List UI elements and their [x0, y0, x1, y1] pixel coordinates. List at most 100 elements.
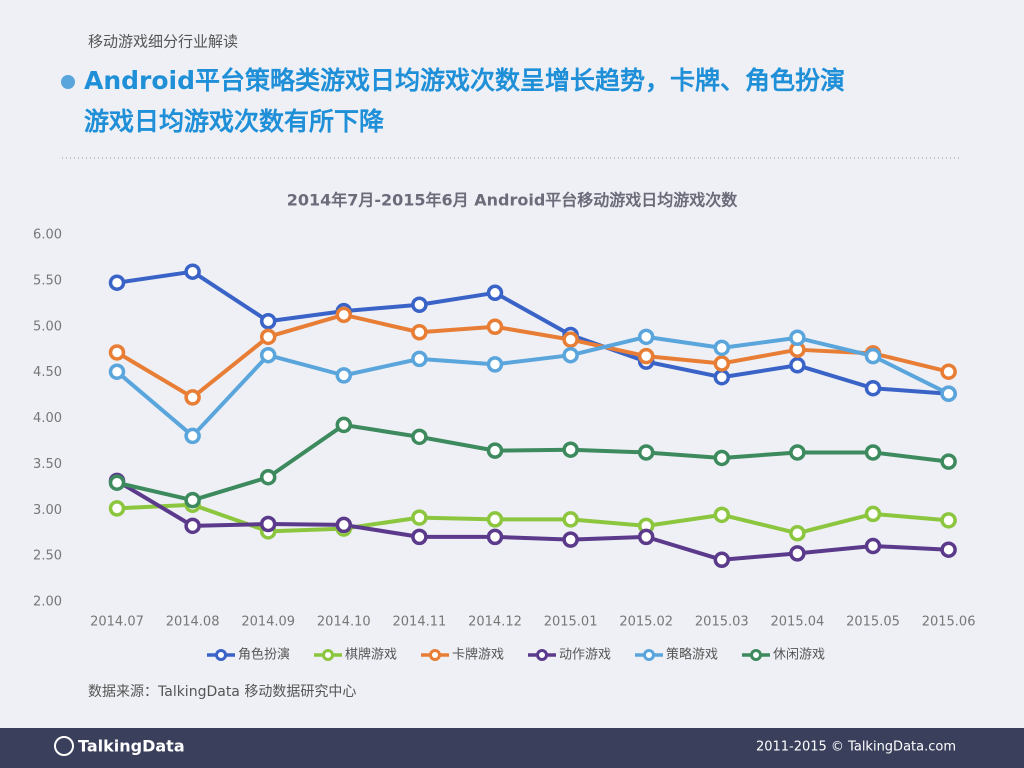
x-tick-label: 2014.11 [393, 615, 447, 630]
y-tick-label: 2.00 [33, 595, 62, 610]
data-point [562, 346, 579, 364]
data-point [562, 531, 579, 548]
data-point [411, 350, 428, 368]
x-tick-label: 2015.01 [544, 615, 598, 630]
y-tick-label: 3.50 [33, 457, 62, 472]
slide-title: 游戏日均游戏次数有所下降 [84, 107, 385, 136]
footer-copyright: 2011-2015 © TalkingData.com [756, 740, 956, 755]
legend-marker [643, 649, 655, 661]
data-point [713, 449, 731, 467]
section-label: 移动游戏细分行业解读 [88, 33, 238, 51]
data-point [864, 537, 882, 555]
data-point [335, 367, 353, 384]
data-point [864, 444, 882, 461]
data-point [486, 511, 504, 528]
series-line [115, 334, 950, 438]
footer-logo: TalkingData [78, 737, 185, 756]
data-point [562, 331, 579, 348]
data-point [335, 416, 353, 434]
y-tick-label: 5.00 [33, 319, 62, 334]
data-point [637, 347, 655, 365]
x-tick-label: 2014.09 [241, 615, 295, 630]
data-point [184, 517, 201, 535]
data-point [259, 346, 277, 364]
x-tick-label: 2015.06 [922, 615, 976, 630]
data-point [864, 505, 882, 523]
data-point [108, 500, 126, 517]
legend-label: 棋牌游戏 [345, 647, 397, 663]
y-tick-label: 5.50 [33, 273, 62, 288]
legend-label: 动作游戏 [559, 648, 611, 663]
data-point [108, 363, 126, 380]
data-point [335, 516, 353, 534]
x-tick-label: 2014.10 [317, 615, 371, 630]
x-tick-label: 2014.08 [166, 615, 220, 630]
x-tick-label: 2014.07 [90, 615, 144, 630]
y-tick-label: 4.00 [33, 411, 62, 426]
data-point [411, 509, 428, 526]
source-note: 数据来源：TalkingData 移动数据研究中心 [88, 684, 356, 700]
data-point [486, 318, 504, 335]
legend-label: 角色扮演 [238, 647, 290, 663]
x-tick-label: 2015.05 [846, 615, 900, 630]
series-line [116, 422, 949, 503]
title-bullet [61, 75, 75, 89]
data-point [335, 306, 353, 324]
legend-marker [750, 649, 762, 661]
data-point [411, 428, 428, 446]
data-point [713, 355, 731, 372]
data-point [789, 329, 806, 347]
data-point [940, 541, 957, 558]
data-point [713, 506, 731, 524]
y-tick-label: 3.00 [33, 503, 62, 518]
logo-icon [54, 736, 74, 756]
data-point [789, 444, 806, 461]
series-line [116, 502, 949, 536]
x-tick-label: 2015.02 [619, 615, 673, 630]
legend-label: 卡牌游戏 [452, 647, 504, 663]
data-point [713, 551, 731, 569]
footer-bar [0, 728, 1024, 768]
x-tick-label: 2015.04 [771, 615, 825, 630]
data-point [184, 263, 201, 280]
data-point [259, 515, 277, 533]
legend-marker [215, 649, 227, 661]
data-point [562, 511, 579, 528]
data-point [940, 453, 957, 470]
series-line [116, 269, 949, 396]
data-point [259, 328, 277, 346]
chart-title: 2014年7月-2015年6月 Android平台移动游戏日均游戏次数 [287, 191, 739, 210]
data-point [864, 379, 882, 397]
data-point [637, 528, 655, 546]
data-point [486, 284, 504, 302]
series-line [115, 312, 950, 400]
legend-marker [536, 649, 548, 661]
data-point [940, 385, 957, 402]
data-point [562, 441, 579, 458]
data-point [789, 524, 806, 542]
data-point [486, 356, 504, 373]
legend-label: 策略游戏 [666, 647, 718, 663]
data-point [184, 389, 201, 406]
data-point [108, 274, 126, 291]
data-point [108, 344, 126, 361]
data-point [411, 324, 428, 341]
data-point [789, 357, 806, 374]
data-point [486, 442, 504, 459]
data-point [637, 328, 655, 346]
data-point [184, 491, 201, 509]
data-point [789, 545, 806, 562]
data-point [713, 368, 731, 386]
data-point [940, 363, 957, 380]
x-tick-label: 2014.12 [468, 615, 522, 630]
legend-marker [429, 649, 441, 661]
plot: 2.00 2.50 3.00 3.50 4.00 4.50 5.00 5.50 6.00 2014… [33, 228, 975, 663]
data-point [184, 427, 201, 445]
data-point [864, 347, 882, 365]
y-tick-label: 4.50 [33, 365, 62, 380]
data-point [259, 468, 277, 486]
data-point [411, 528, 428, 546]
data-point [637, 444, 655, 461]
